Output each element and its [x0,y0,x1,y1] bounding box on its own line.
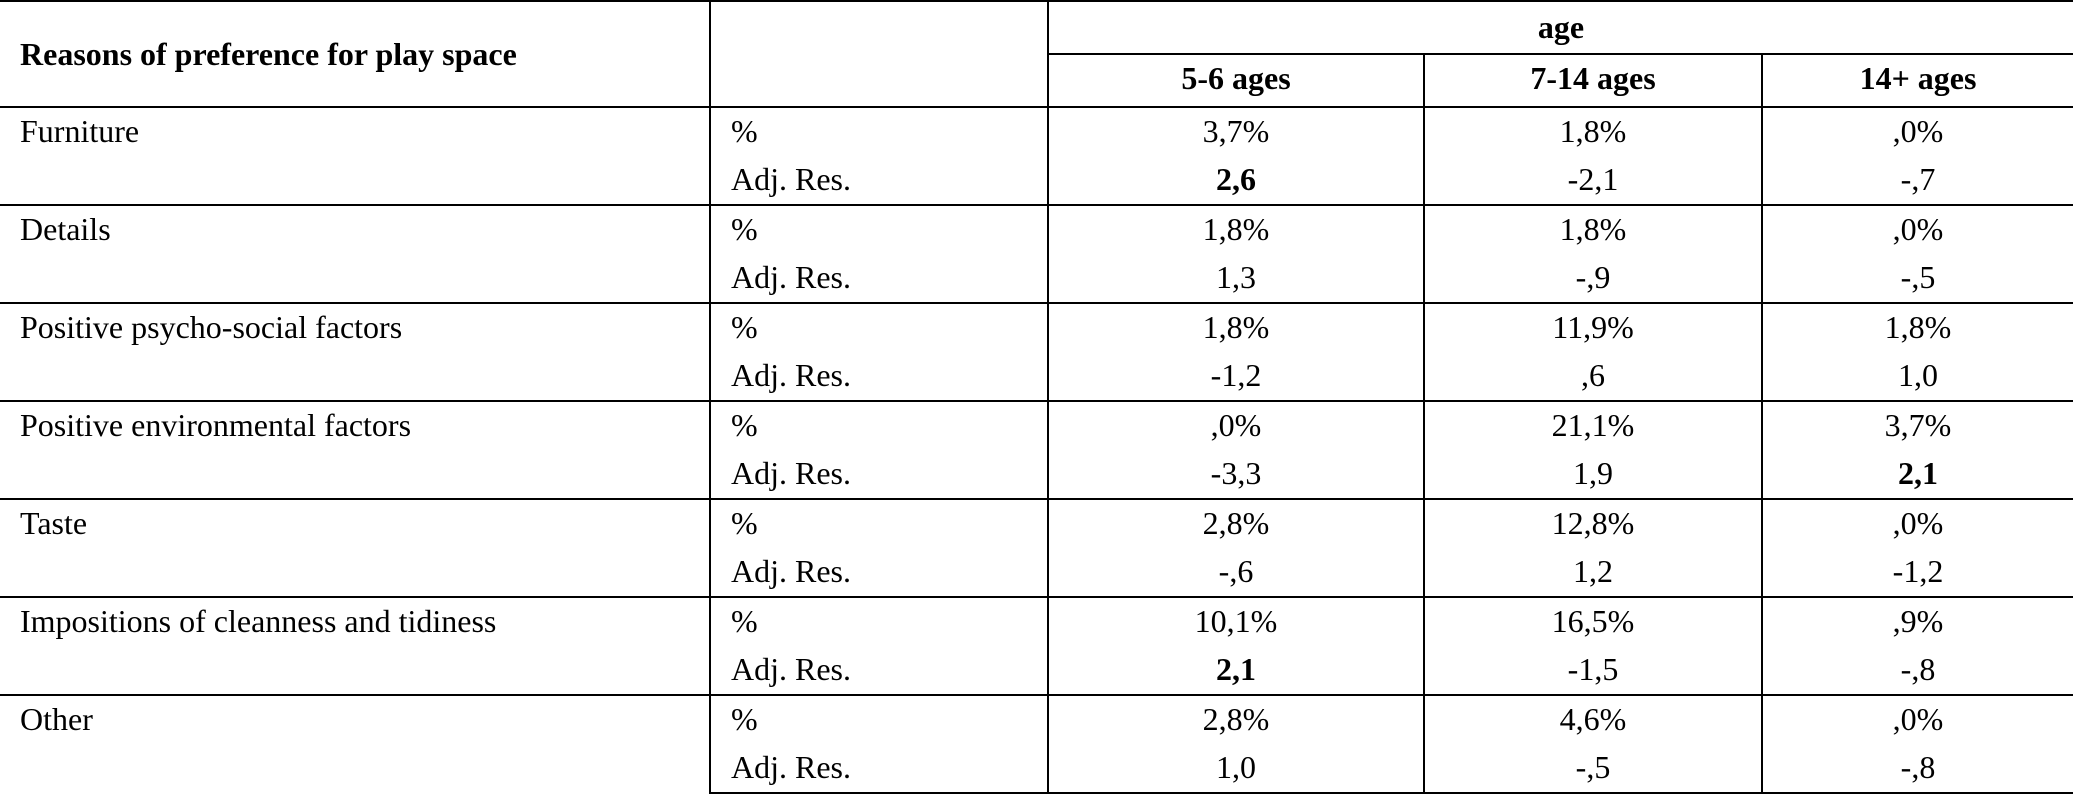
value-cell: -,6 [1047,548,1424,597]
stat-label: Adj. Res. [709,646,1048,695]
value-cell: 2,8% [1047,694,1424,744]
value-cell: -1,2 [1047,352,1424,401]
row: Adj. Res. 2,1 -1,5 -,8 [0,646,2073,695]
row: Positive environmental factors% ,0% 21,1% 3… [0,400,2073,499]
value-cell: ,0% [1760,204,2073,254]
title-cell: Reasons of preference for play space [0,0,710,107]
stat-label: Adj. Res. [709,254,1048,303]
value-cell: 1,8% [1760,302,2073,352]
row-label: Details [0,204,710,303]
row: Taste% 2,8% 12,8% ,0% [0,498,2073,597]
row: Adj. Res. 2,6 -2,1 -,7 [0,156,2073,205]
row: Adj. Res. -3,3 1,9 2,1 [0,450,2073,499]
value-cell: 1,9 [1423,450,1762,499]
value-cell: 21,1% [1423,400,1762,450]
value-cell: -,8 [1760,646,2073,695]
value-cell: ,9% [1760,596,2073,646]
empty-header [709,0,1048,107]
row: Details% 1,8% 1,8% ,0% [0,204,2073,303]
value-cell: 3,7% [1760,400,2073,450]
value-cell: 16,5% [1423,596,1762,646]
stat-label: % [709,400,1048,450]
value-cell: -1,5 [1423,646,1762,695]
value-cell: -2,1 [1423,156,1762,205]
value-cell: 3,7% [1047,106,1424,156]
value-cell: 1,2 [1423,548,1762,597]
value-cell: ,0% [1047,400,1424,450]
value-cell: ,0% [1760,694,2073,744]
value-cell: -,7 [1760,156,2073,205]
stat-label: % [709,302,1048,352]
row: Impositions of cleanness and tidiness% 10… [0,596,2073,695]
column-header: 5-6 ages [1047,54,1424,107]
stat-label: Adj. Res. [709,744,1048,794]
value-cell: ,0% [1760,106,2073,156]
value-cell: 12,8% [1423,498,1762,548]
row: Adj. Res. -,6 1,2 -1,2 [0,548,2073,597]
value-cell: -,5 [1423,744,1762,794]
value-cell: ,0% [1760,498,2073,548]
row: Positive psycho-social factors% 1,8% 11,9%… [0,302,2073,401]
row-label: Taste [0,498,710,597]
row-label: Other [0,694,710,793]
row-label: Positive psycho-social factors [0,302,710,401]
value-cell: 11,9% [1423,302,1762,352]
row: Furniture% 3,7% 1,8% ,0% [0,106,2073,205]
value-cell: 1,8% [1423,204,1762,254]
stat-label: Adj. Res. [709,548,1048,597]
row: Other% 2,8% 4,6% ,0% [0,694,2073,793]
stat-label: % [709,204,1048,254]
stat-label: Adj. Res. [709,450,1048,499]
value-cell: 10,1% [1047,596,1424,646]
stat-label: % [709,106,1048,156]
row: Adj. Res. 1,3 -,9 -,5 [0,254,2073,303]
value-cell: ,6 [1423,352,1762,401]
row: Adj. Res. 1,0 -,5 -,8 [0,744,2073,794]
value-cell: 1,3 [1047,254,1424,303]
value-cell: -,5 [1760,254,2073,303]
value-cell: -3,3 [1047,450,1424,499]
stat-label: % [709,596,1048,646]
row-label: Impositions of cleanness and tidiness [0,596,710,695]
group-header: age [1046,0,2073,55]
row-label: Positive environmental factors [0,400,710,499]
value-cell: 2,1 [1047,646,1424,695]
value-cell: 1,8% [1047,302,1424,352]
value-cell: 2,8% [1047,498,1424,548]
column-header: 7-14 ages [1423,54,1762,107]
stat-label: Adj. Res. [709,352,1048,401]
value-cell: 1,0 [1047,744,1424,794]
value-cell: 2,6 [1047,156,1424,205]
value-cell: -,8 [1760,744,2073,794]
value-cell: 4,6% [1423,694,1762,744]
column-header: 14+ ages [1760,54,2073,107]
value-cell: 1,8% [1047,204,1424,254]
stat-label: % [709,694,1048,744]
row: Adj. Res. -1,2,6 1,0 [0,352,2073,401]
stat-label: % [709,498,1048,548]
value-cell: 2,1 [1760,450,2073,499]
row-label: Furniture [0,106,710,205]
value-cell: 1,0 [1760,352,2073,401]
value-cell: -,9 [1423,254,1762,303]
stat-label: Adj. Res. [709,156,1048,205]
value-cell: -1,2 [1760,548,2073,597]
value-cell: 1,8% [1423,106,1762,156]
